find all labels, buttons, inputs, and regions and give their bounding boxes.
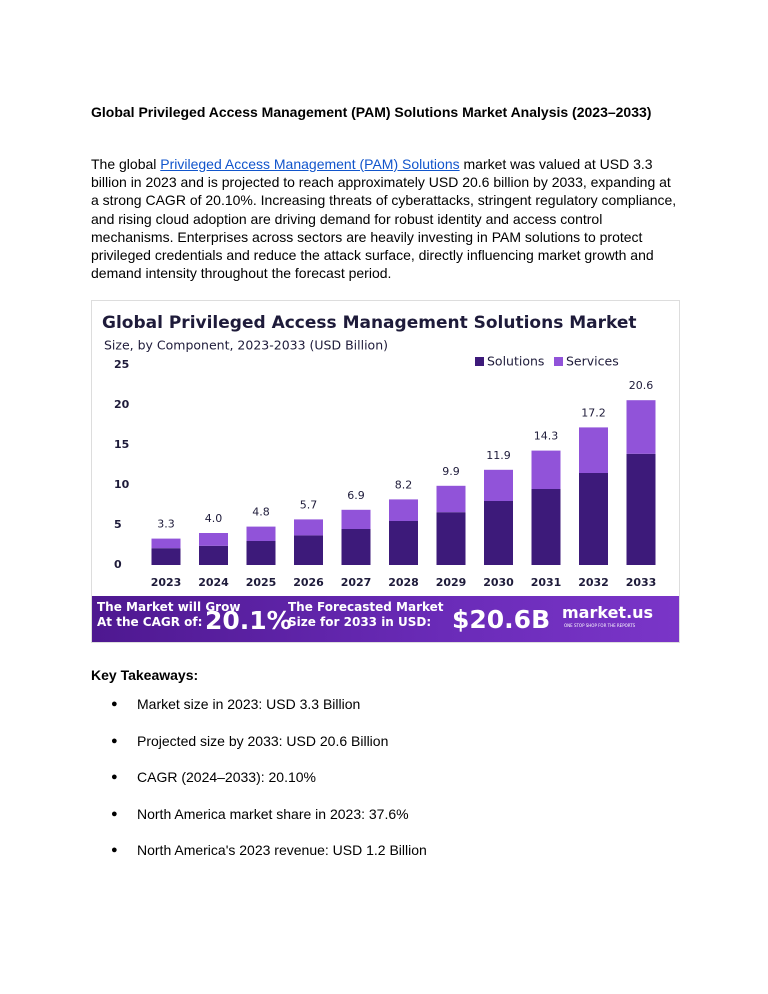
y-tick-label: 0 bbox=[114, 558, 122, 571]
bar-segment bbox=[484, 469, 513, 501]
banner: The Market will Grow At the CAGR of: 20.1… bbox=[92, 596, 679, 642]
bar-segment bbox=[531, 489, 561, 565]
brand: market.us bbox=[562, 603, 654, 622]
bar-segment bbox=[341, 529, 371, 565]
x-tick-label: 2029 bbox=[436, 576, 467, 589]
bar-segment bbox=[626, 453, 656, 565]
takeaway-list: Market size in 2023: USD 3.3 Billion Pro… bbox=[91, 690, 427, 873]
bar-segment bbox=[436, 512, 466, 565]
y-tick-label: 10 bbox=[114, 478, 130, 491]
bar-segment bbox=[436, 485, 466, 513]
legend-label: Solutions bbox=[487, 354, 544, 369]
x-tick-label: 2032 bbox=[578, 576, 609, 589]
x-tick-label: 2027 bbox=[341, 576, 372, 589]
x-tick-label: 2024 bbox=[198, 576, 229, 589]
heading: Global Privileged Access Management (PAM… bbox=[91, 104, 652, 120]
bar-segment bbox=[294, 535, 323, 565]
x-tick-label: 2031 bbox=[531, 576, 562, 589]
text: The Forecasted Market bbox=[288, 600, 444, 614]
y-tick-label: 20 bbox=[114, 398, 130, 411]
y-tick-label: 25 bbox=[114, 358, 129, 371]
bar-segment bbox=[579, 427, 608, 473]
link[interactable]: Privileged Access Management (PAM) Solut… bbox=[160, 156, 460, 172]
bar-total-label: 3.3 bbox=[157, 518, 175, 531]
bar-segment bbox=[246, 541, 276, 565]
list-item: North America's 2023 revenue: USD 1.2 Bi… bbox=[91, 836, 427, 873]
bar-total-label: 6.9 bbox=[347, 489, 365, 502]
bar-segment bbox=[151, 538, 181, 549]
bar-segment bbox=[389, 499, 418, 521]
bar-segment bbox=[389, 521, 418, 565]
forecast-label: The Forecasted Market Size for 2033 in US… bbox=[288, 600, 444, 630]
chart: Global Privileged Access Management Solu… bbox=[102, 313, 657, 589]
chart-subtitle: Size, by Component, 2023-2033 (USD Billi… bbox=[104, 338, 388, 353]
cagr-value: 20.1% bbox=[205, 606, 292, 635]
bar-segment bbox=[246, 526, 276, 541]
y-tick-label: 15 bbox=[114, 438, 129, 451]
bar-segment bbox=[294, 519, 323, 536]
bar-total-label: 20.6 bbox=[629, 379, 654, 392]
list-item: North America market share in 2023: 37.6… bbox=[91, 800, 427, 837]
x-tick-label: 2028 bbox=[388, 576, 419, 589]
bar-total-label: 17.2 bbox=[581, 406, 606, 419]
text: Size for 2033 in USD: bbox=[288, 615, 432, 629]
x-tick-label: 2026 bbox=[293, 576, 324, 589]
bar-total-label: 8.2 bbox=[395, 478, 413, 491]
x-tick-label: 2023 bbox=[151, 576, 182, 589]
text: market was valued at USD 3.3 billion in … bbox=[91, 156, 677, 282]
bar-segment bbox=[341, 509, 371, 529]
text: The Market will Grow bbox=[97, 600, 241, 614]
list-item: Market size in 2023: USD 3.3 Billion bbox=[91, 690, 427, 727]
brand-tagline: ONE STOP SHOP FOR THE REPORTS bbox=[564, 623, 636, 628]
bar-total-label: 4.8 bbox=[252, 506, 270, 519]
text: At the CAGR of: bbox=[97, 615, 203, 629]
bar-total-label: 14.3 bbox=[534, 430, 559, 443]
list-item: CAGR (2024–2033): 20.10% bbox=[91, 763, 427, 800]
bar-total-label: 4.0 bbox=[205, 512, 223, 525]
legend-swatch bbox=[554, 357, 563, 366]
x-tick-label: 2033 bbox=[626, 576, 657, 589]
x-tick-label: 2030 bbox=[483, 576, 514, 589]
x-tick-label: 2025 bbox=[246, 576, 277, 589]
bar-segment bbox=[199, 533, 228, 546]
section-title: Key Takeaways: bbox=[91, 667, 199, 683]
bar-segment bbox=[199, 545, 228, 565]
bar-segment bbox=[626, 400, 656, 454]
forecast-value: $20.6B bbox=[452, 605, 551, 634]
y-tick-label: 5 bbox=[114, 518, 122, 531]
bar-segment bbox=[484, 501, 513, 565]
list-item: Projected size by 2033: USD 20.6 Billion bbox=[91, 727, 427, 764]
bar-segment bbox=[531, 450, 561, 489]
chart-image: Global Privileged Access Management Solu… bbox=[91, 300, 680, 643]
bar-segment bbox=[579, 473, 608, 565]
bar-total-label: 11.9 bbox=[486, 449, 511, 462]
legend-label: Services bbox=[566, 354, 619, 369]
bar-total-label: 9.9 bbox=[442, 465, 460, 478]
paragraph: The global Privileged Access Management … bbox=[91, 155, 681, 282]
cagr-label: The Market will Grow At the CAGR of: bbox=[97, 600, 240, 630]
text: The global bbox=[91, 156, 161, 172]
bar-total-label: 5.7 bbox=[300, 498, 318, 511]
legend-swatch bbox=[475, 357, 484, 366]
bar-segment bbox=[151, 548, 181, 565]
chart-title: Global Privileged Access Management Solu… bbox=[102, 313, 637, 333]
